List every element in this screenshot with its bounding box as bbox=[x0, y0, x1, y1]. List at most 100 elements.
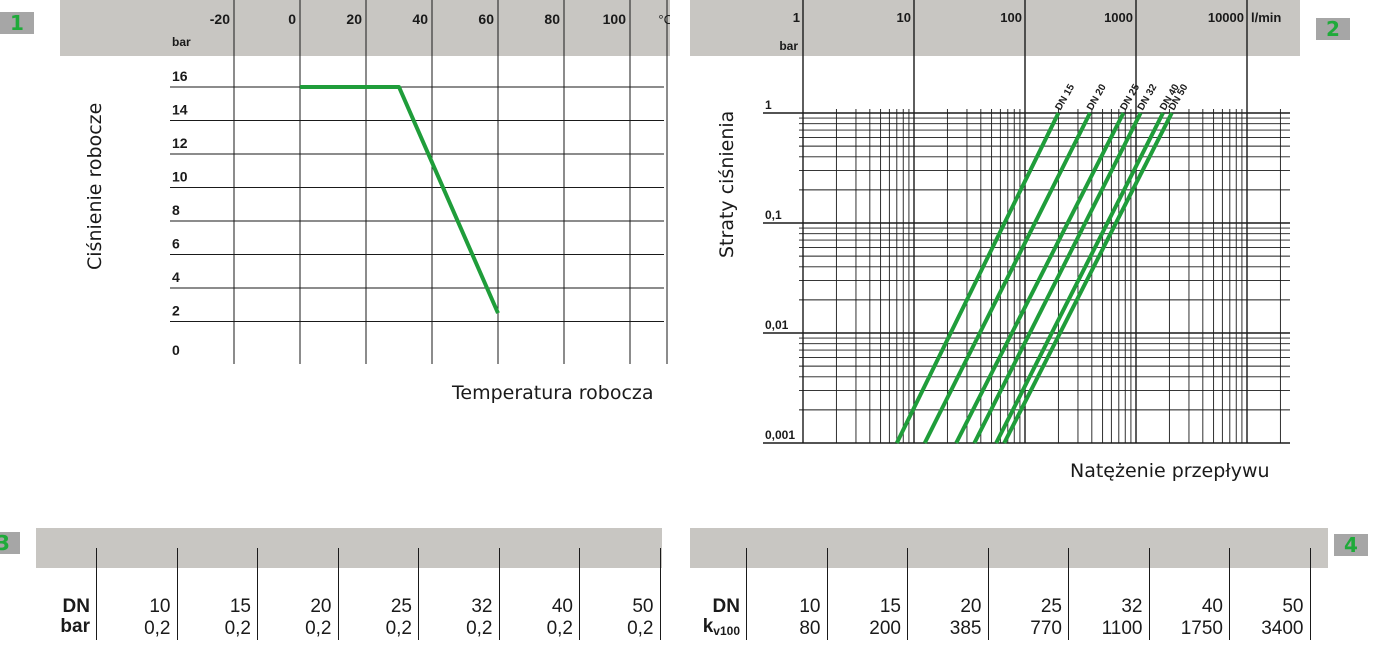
chart2-y-tick: 1 bbox=[765, 98, 772, 112]
chart1-y-tick: 4 bbox=[172, 269, 180, 285]
chart2-series-label: DN 20 bbox=[1085, 82, 1109, 112]
table3-bar-label: bar bbox=[60, 616, 90, 637]
table3-header-band bbox=[36, 528, 662, 568]
table3-col-divider bbox=[337, 548, 339, 640]
badge-2: 2 bbox=[1316, 18, 1350, 40]
table4-kv-label: kv100 bbox=[690, 616, 740, 638]
chart2-x-unit: l/min bbox=[1251, 10, 1281, 25]
table4-value-cell: 770 bbox=[1030, 618, 1062, 639]
chart2-series-line bbox=[972, 112, 1143, 444]
chart1-y-tick: 12 bbox=[172, 135, 188, 151]
chart1-x-tick: -20 bbox=[210, 11, 230, 27]
chart1-x-tick: 80 bbox=[544, 11, 560, 27]
table4-col-divider bbox=[1309, 548, 1311, 640]
table4-dn-cell: 40 bbox=[1201, 596, 1223, 617]
chart1-y-title: Ciśnienie robocze bbox=[84, 102, 106, 270]
table4-kv-main: k bbox=[702, 616, 714, 637]
table4-dn-cell: 20 bbox=[960, 596, 982, 617]
table4-col-divider bbox=[746, 548, 747, 640]
table4-col-divider bbox=[826, 548, 828, 640]
table3-col-divider bbox=[176, 548, 178, 640]
table3-col-divider bbox=[659, 548, 661, 640]
table3-value-cell: 0,2 bbox=[546, 618, 573, 639]
table4-value-cell: 200 bbox=[869, 618, 901, 639]
table4-value-cell: 1100 bbox=[1101, 618, 1143, 639]
table4-dn-cell: 10 bbox=[799, 596, 821, 617]
table3-col-divider bbox=[579, 548, 580, 640]
table3-dn-cell: 40 bbox=[551, 596, 573, 617]
table4-col-divider bbox=[1148, 548, 1150, 640]
table3-dn-cell: 10 bbox=[149, 596, 171, 617]
chart1-y-tick: 8 bbox=[172, 202, 180, 218]
chart2-x-tick: 10 bbox=[897, 10, 911, 25]
table4-value-cell: 80 bbox=[799, 618, 821, 639]
table4-col-divider bbox=[907, 548, 908, 640]
badge-1: 1 bbox=[0, 12, 34, 34]
badge-3: 3 bbox=[0, 532, 20, 554]
table3-dn-cell: 15 bbox=[229, 596, 251, 617]
chart1-x-title: Temperatura robocza bbox=[452, 382, 654, 404]
chart2-y-unit: bar bbox=[779, 39, 798, 53]
table3-value-cell: 0,2 bbox=[385, 618, 412, 639]
chart2-series-line bbox=[994, 112, 1165, 444]
table4-dn-label: DN bbox=[712, 596, 740, 617]
chart2-series-label: DN 15 bbox=[1053, 82, 1077, 112]
chart1-x-tick: 0 bbox=[288, 11, 296, 27]
chart2-series-line bbox=[954, 112, 1126, 444]
chart2-x-tick: 100 bbox=[1000, 10, 1022, 25]
table4-value-cell: 1750 bbox=[1180, 618, 1223, 639]
table3: DN bar 10 0,2 15 0,2 20 0,2 25 0,2 32 0,2 40 0,2 50 0… bbox=[36, 528, 662, 648]
chart2-x-tick: 1 bbox=[793, 10, 800, 25]
chart2-series-line bbox=[1002, 112, 1174, 444]
chart1-x-tick: 20 bbox=[346, 11, 362, 27]
chart1-y-tick: 14 bbox=[172, 102, 188, 118]
table4-value-cell: 3400 bbox=[1261, 618, 1304, 639]
table4-col-divider bbox=[987, 548, 989, 640]
chart1-header-band bbox=[60, 0, 670, 56]
chart2-y-tick: 0,01 bbox=[765, 318, 789, 332]
table3-col-divider bbox=[96, 548, 97, 640]
chart2-series-line bbox=[922, 112, 1092, 444]
chart2-x-tick: 1000 bbox=[1104, 10, 1133, 25]
table3-dn-label: DN bbox=[62, 596, 90, 617]
chart1-x-tick: 40 bbox=[412, 11, 428, 27]
chart2-x-tick: 10000 bbox=[1208, 10, 1244, 25]
table4-col-divider bbox=[1068, 548, 1069, 640]
chart2-series-line bbox=[895, 112, 1061, 444]
table4: DN kv100 10 80 15 200 20 385 25 770 32 1100 40 1750… bbox=[690, 528, 1328, 648]
table3-value-cell: 0,2 bbox=[224, 618, 251, 639]
table3-col-divider bbox=[257, 548, 258, 640]
table3-value-cell: 0,2 bbox=[305, 618, 332, 639]
table3-dn-cell: 20 bbox=[310, 596, 332, 617]
chart2-y-title: Straty ciśnienia bbox=[716, 110, 738, 258]
table4-header-band bbox=[690, 528, 1328, 568]
table3-dn-cell: 50 bbox=[632, 596, 654, 617]
pressure-loss-chart: 1 10 100 1000 10000 l/min bar 1 0,1 0,01 0,001 DN 1… bbox=[690, 0, 1300, 444]
table3-value-cell: 0,2 bbox=[466, 618, 493, 639]
chart2-y-tick: 0,1 bbox=[765, 208, 782, 222]
chart1-y-tick: 16 bbox=[172, 68, 188, 84]
table4-dn-cell: 15 bbox=[879, 596, 901, 617]
table3-col-divider bbox=[498, 548, 500, 640]
chart1-y-tick: 2 bbox=[172, 303, 180, 319]
chart1-x-tick: 100 bbox=[603, 11, 627, 27]
chart1-y-tick: 6 bbox=[172, 236, 180, 252]
table4-dn-cell: 25 bbox=[1040, 596, 1062, 617]
table4-value-cell: 385 bbox=[949, 618, 982, 639]
chart2-header-band bbox=[690, 0, 1300, 56]
table4-dn-cell: 50 bbox=[1282, 596, 1304, 617]
table4-kv-sub: v100 bbox=[713, 624, 740, 638]
table3-value-cell: 0,2 bbox=[144, 618, 171, 639]
table3-dn-cell: 32 bbox=[471, 596, 493, 617]
chart2-x-title: Natężenie przepływu bbox=[1070, 460, 1270, 482]
table3-value-cell: 0,2 bbox=[627, 618, 654, 639]
chart1-y-tick: 10 bbox=[172, 169, 188, 185]
chart1-y-tick: 0 bbox=[172, 342, 180, 358]
chart2-y-tick: 0,001 bbox=[765, 428, 795, 442]
chart1-x-tick: 60 bbox=[478, 11, 494, 27]
table3-col-divider bbox=[418, 548, 419, 640]
chart1-x-unit: °C bbox=[658, 12, 670, 27]
chart1-y-unit: bar bbox=[172, 35, 191, 49]
table4-dn-cell: 32 bbox=[1121, 596, 1143, 617]
